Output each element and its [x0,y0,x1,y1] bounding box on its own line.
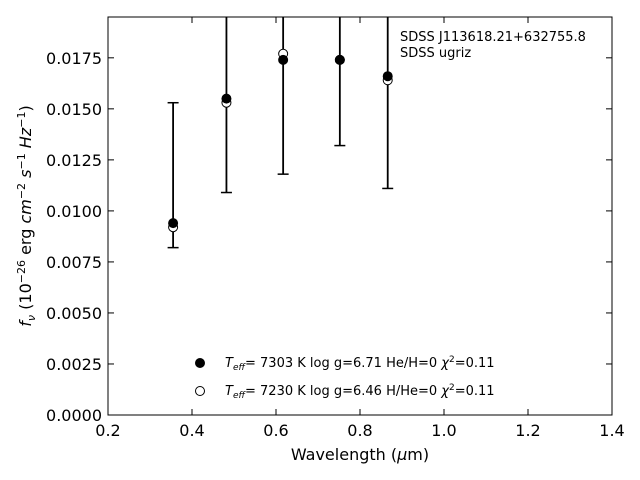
x-tick-label: 0.2 [95,421,120,440]
x-tick-label: 0.8 [347,421,372,440]
legend-entry-2: Teff= 7230 K log g=6.46 H/He=0 χ2=0.11 [225,383,495,401]
y-tick-label: 0.0125 [46,151,102,170]
annotation-line-1: SDSS J113618.21+632755.8 [400,30,586,45]
y-tick-label: 0.0025 [46,355,102,374]
y-tick-label: 0.0000 [46,406,102,425]
y-tick-label: 0.0150 [46,100,102,119]
plot-frame [107,16,613,416]
y-tick-label: 0.0075 [46,253,102,272]
data-layer [167,17,394,249]
tick-layer: 0.2 0.4 0.6 0.8 1.0 1.2 1.4 0.0000 0.0025 0.0050 0… [46,17,625,440]
model-point-filled [168,218,179,229]
legend-marker-filled [195,358,205,368]
x-tick-label: 1.0 [431,421,456,440]
y-tick-label: 0.0050 [46,304,102,323]
legend: Teff= 7303 K log g=6.71 He/H=0 χ2=0.11 T… [195,355,495,401]
x-axis-label: Wavelength (μm) [291,445,429,464]
x-tick-label: 0.6 [263,421,288,440]
annotation-line-2: SDSS ugriz [400,46,471,61]
model-point-filled [221,93,232,104]
x-tick-label: 1.4 [599,421,624,440]
x-tick-label: 0.4 [179,421,204,440]
legend-marker-open [195,386,205,396]
y-axis-label: fν (10−26 erg cm−2 s−1 Hz−1) [15,105,38,326]
model-point-filled [278,54,289,65]
y-tick-label: 0.0100 [46,202,102,221]
x-tick-label: 1.2 [515,421,540,440]
y-tick-label: 0.0175 [46,49,102,68]
legend-entry-1: Teff= 7303 K log g=6.71 He/H=0 χ2=0.11 [225,355,495,373]
model-point-filled [334,54,345,65]
model-point-filled [382,71,393,82]
